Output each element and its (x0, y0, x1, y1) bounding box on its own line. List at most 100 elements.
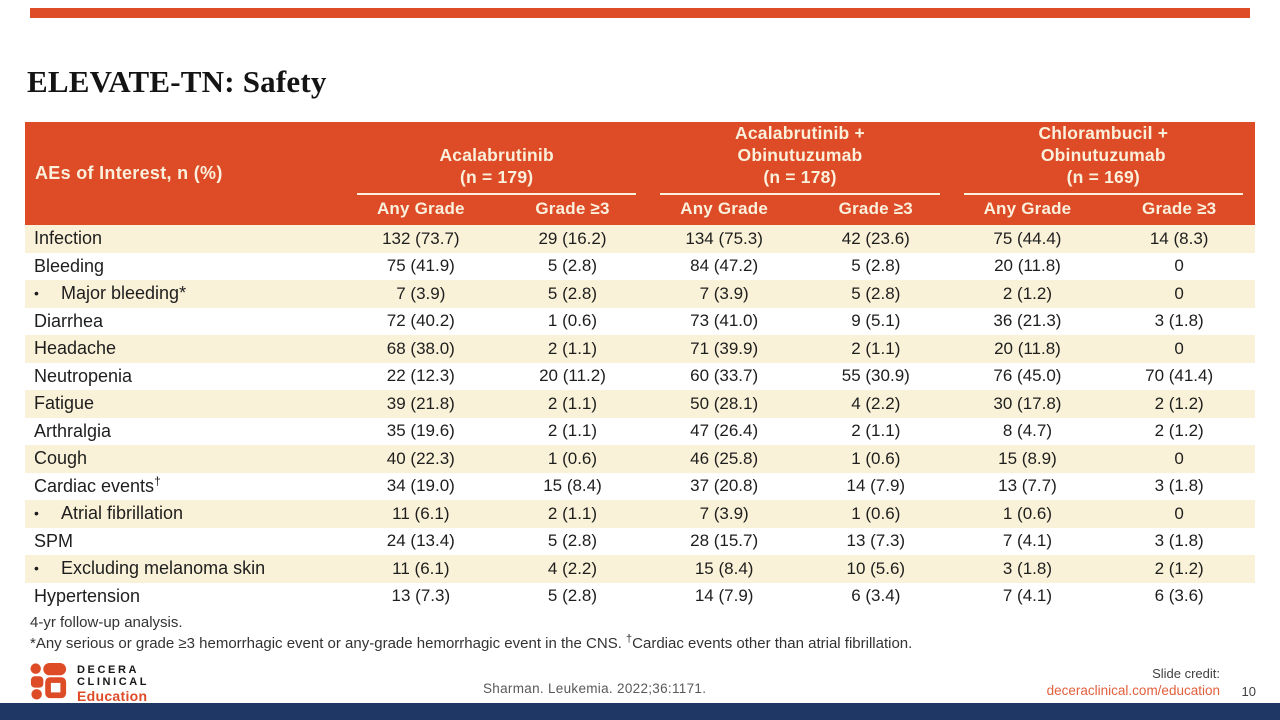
data-cell: 0 (1174, 338, 1184, 358)
data-cell: 14 (8.3) (1149, 228, 1209, 248)
data-cell: 1 (0.6) (547, 311, 598, 331)
data-cell: 1 (0.6) (1002, 503, 1053, 523)
group-header-1: Acalabrutinib + Obinutuzumab (n = 178) (648, 122, 952, 195)
data-cell: 20 (11.2) (539, 366, 606, 386)
data-cell: 2 (1.1) (851, 421, 901, 441)
footnote-definitions: *Any serious or grade ≥3 hemorrhagic eve… (30, 633, 913, 653)
row-label-text: Neutropenia (34, 365, 133, 386)
slide-credit-label: Slide credit: (1152, 666, 1220, 681)
row-label: Neutropenia (25, 363, 345, 391)
data-cell: 10 (5.6) (846, 558, 906, 578)
data-cell: 134 (75.3) (685, 228, 763, 248)
table-row: • Major bleeding* 7 (3.9) 5 (2.8) 7 (3.9) 5 (… (25, 280, 1255, 308)
footnote-followup: 4-yr follow-up analysis. (30, 614, 183, 631)
safety-table-container: AEs of Interest, n (%) Acalabrutinib (n = … (25, 122, 1255, 610)
row-label-text: Fatigue (34, 393, 95, 414)
table-row: Infection 132 (73.7) 29 (16.2) 134 (75.3) 42… (25, 225, 1255, 253)
data-cell: 75 (44.4) (993, 228, 1062, 248)
row-label-text: Arthralgia (34, 420, 112, 441)
data-cell: 13 (7.3) (846, 531, 906, 551)
row-label-text: Hypertension (34, 585, 141, 606)
data-cell: 20 (11.8) (994, 338, 1061, 358)
bullet-glyph: • (34, 560, 39, 577)
data-cell: 4 (2.2) (851, 393, 901, 413)
group-header-line: Chlorambucil + (1038, 123, 1169, 144)
data-cell: 7 (3.9) (699, 283, 749, 303)
data-cell: 132 (73.7) (382, 228, 460, 248)
group-header-line: (n = 169) (1066, 167, 1140, 188)
data-cell: 7 (4.1) (1002, 531, 1053, 551)
slide-credit-link[interactable]: deceraclinical.com/education (1046, 682, 1220, 698)
data-cell: 14 (7.9) (694, 586, 754, 606)
data-cell: 5 (2.8) (851, 283, 901, 303)
page-number: 10 (1241, 684, 1256, 699)
row-label: Arthralgia (25, 418, 345, 446)
slide-credit: Slide credit: deceraclinical.com/educati… (1047, 666, 1220, 699)
data-cell: 6 (3.4) (851, 586, 901, 606)
data-cell: 4 (2.2) (547, 558, 598, 578)
table-row: Headache 68 (38.0) 2 (1.1) 71 (39.9) 2 (1.1)… (25, 335, 1255, 363)
decera-logo-text: DECERA CLINICAL Education (77, 664, 149, 704)
data-cell: 68 (38.0) (386, 338, 455, 358)
group-underline (660, 193, 940, 195)
data-cell: 7 (4.1) (1002, 586, 1053, 606)
data-cell: 14 (7.9) (846, 476, 906, 496)
data-cell: 60 (33.7) (690, 366, 759, 386)
row-label: Infection (25, 225, 345, 253)
data-cell: 35 (19.6) (386, 421, 455, 441)
row-label: • Excluding melanoma skin (25, 555, 345, 583)
data-cell: 11 (6.1) (392, 558, 450, 578)
data-cell: 2 (1.1) (547, 393, 598, 413)
sub-header-row: Any Grade Grade ≥3 Any Grade Grade ≥3 Any Gr… (25, 195, 1255, 225)
data-cell: 13 (7.7) (998, 476, 1057, 496)
safety-table: AEs of Interest, n (%) Acalabrutinib (n = … (25, 122, 1255, 610)
data-cell: 1 (0.6) (851, 503, 901, 523)
group-underline (963, 193, 1243, 195)
data-cell: 1 (0.6) (547, 448, 598, 468)
data-cell: 73 (41.0) (690, 311, 759, 331)
slide-title: ELEVATE-TN: Safety (27, 64, 327, 99)
data-cell: 37 (20.8) (690, 476, 759, 496)
data-cell: 7 (3.9) (396, 283, 446, 303)
row-label-text: Infection (34, 228, 103, 249)
group-header-2: Chlorambucil + Obinutuzumab (n = 169) (951, 122, 1255, 195)
subcolumn-header: Grade ≥3 (1103, 195, 1255, 225)
table-row: Neutropenia 22 (12.3) 20 (11.2) 60 (33.7) 55… (25, 363, 1255, 391)
data-cell: 34 (19.0) (386, 476, 455, 496)
row-label: • Major bleeding* (25, 280, 345, 308)
table-row: • Atrial fibrillation 11 (6.1) 2 (1.1) 7 (3.… (25, 500, 1255, 528)
data-cell: 3 (1.8) (1154, 311, 1204, 331)
data-cell: 15 (8.4) (694, 558, 754, 578)
data-cell: 7 (3.9) (699, 503, 749, 523)
safety-table-body: Infection 132 (73.7) 29 (16.2) 134 (75.3) 42… (25, 225, 1255, 610)
group-header-line: Obinutuzumab (1040, 145, 1166, 166)
data-cell: 47 (26.4) (690, 421, 759, 441)
decera-logo-icon (30, 662, 68, 705)
data-cell: 24 (13.4) (386, 531, 455, 551)
bottom-accent-bar (0, 703, 1280, 720)
data-cell: 72 (40.2) (386, 311, 455, 331)
group-header-row: AEs of Interest, n (%) Acalabrutinib (n = … (25, 122, 1255, 225)
group-underline (357, 193, 637, 195)
data-cell: 9 (5.1) (851, 311, 901, 331)
logo-line-decera: DECERA (77, 663, 140, 676)
row-label-text: Major bleeding* (61, 283, 187, 304)
group-header-line: (n = 178) (763, 167, 837, 188)
table-row: Diarrhea 72 (40.2) 1 (0.6) 73 (41.0) 9 (5.1)… (25, 308, 1255, 336)
decera-logo: DECERA CLINICAL Education (30, 662, 149, 705)
data-cell: 2 (1.1) (547, 503, 598, 523)
data-cell: 42 (23.6) (841, 228, 910, 248)
citation: Sharman. Leukemia. 2022;36:1171. (483, 681, 707, 696)
data-cell: 5 (2.8) (547, 586, 598, 606)
row-label: Fatigue (25, 390, 345, 418)
data-cell: 15 (8.4) (543, 476, 602, 496)
subcolumn-header: Grade ≥3 (799, 195, 952, 225)
table-row: Fatigue 39 (21.8) 2 (1.1) 50 (28.1) 4 (2.2) 3… (25, 390, 1255, 418)
footnotes: 4-yr follow-up analysis. *Any serious or… (30, 612, 912, 654)
data-cell: 2 (1.1) (547, 421, 598, 441)
data-cell: 6 (3.6) (1154, 586, 1204, 606)
data-cell: 5 (2.8) (547, 283, 598, 303)
logo-line-clinical: CLINICAL (77, 676, 150, 688)
table-row: SPM 24 (13.4) 5 (2.8) 28 (15.7) 13 (7.3) 7 (4… (25, 528, 1255, 556)
data-cell: 22 (12.3) (386, 366, 455, 386)
